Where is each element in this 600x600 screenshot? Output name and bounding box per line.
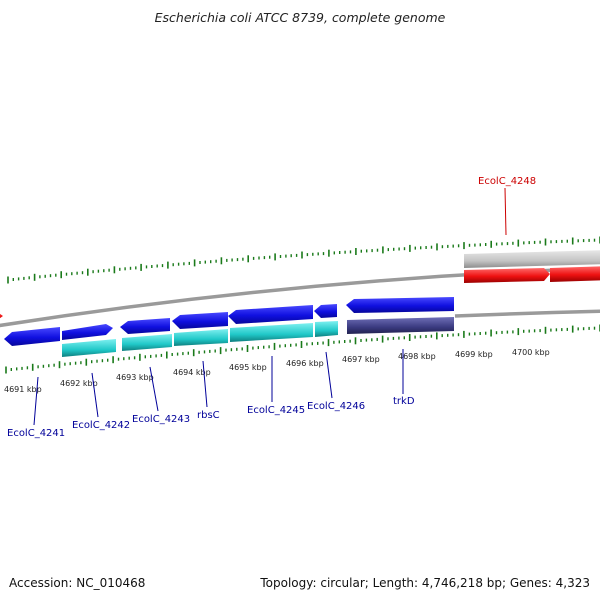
scale-label: 4700 kbp (512, 348, 550, 357)
upper-tick-ring (7, 236, 600, 284)
scale-label: 4691 kbp (4, 385, 42, 394)
gene-arrow-EcolC_4242[interactable] (62, 324, 113, 340)
leader-line-rbsC (202, 360, 208, 408)
gene-box-EcolC_4246-rev[interactable] (315, 321, 338, 337)
scale-label: 4696 kbp (286, 359, 324, 368)
leader-line-EcolC_4242 (91, 372, 99, 418)
gene-arrow-EcolC_4243[interactable] (120, 318, 170, 334)
map-title: Escherichia coli ATCC 8739, complete gen… (154, 10, 446, 25)
scale-label: 4694 kbp (173, 368, 211, 377)
gene-arrow-trkD[interactable] (346, 297, 454, 313)
gene-leader-lines (33, 187, 507, 426)
gene-arrow-EcolC_4245[interactable] (228, 305, 313, 324)
gene-label-trkD[interactable]: trkD (393, 396, 415, 407)
gene-label-EcolC_4246[interactable]: EcolC_4246 (307, 401, 365, 412)
gene-arrow-EcolC_4248[interactable] (464, 268, 550, 283)
gene-arrow-EcolC_4248-next[interactable] (550, 266, 600, 282)
leader-line-EcolC_4246 (325, 351, 333, 399)
gene-label-EcolC_4242[interactable]: EcolC_4242 (72, 420, 130, 431)
gene-box-EcolC_4242-rev[interactable] (62, 339, 116, 357)
gene-box-trkD-rev[interactable] (347, 317, 454, 334)
scale-label: 4699 kbp (455, 350, 493, 359)
topology-text: Topology: circular; Length: 4,746,218 bp… (260, 576, 590, 590)
scale-label: 4693 kbp (116, 373, 154, 382)
scale-label: 4695 kbp (229, 363, 267, 372)
gene-label-rbsC[interactable]: rbsC (197, 410, 220, 421)
lower-tick-ring (5, 324, 600, 374)
forward-strand-track (0, 297, 454, 346)
gene-box-neighbor-gray[interactable] (464, 250, 600, 268)
gene-label-EcolC_4245[interactable]: EcolC_4245 (247, 405, 305, 416)
backbone-arc-inner (454, 309, 600, 318)
gene-arrow-EcolC_4246[interactable] (314, 304, 337, 318)
reverse-strand-track (62, 317, 454, 357)
gene-arrow-rbsC[interactable] (172, 312, 228, 329)
scale-labels: 4691 kbp 4692 kbp 4693 kbp 4694 kbp 4695… (4, 348, 550, 394)
gene-box-EcolC_4243-rev[interactable] (122, 334, 172, 351)
leader-line-EcolC_4248 (504, 187, 507, 236)
gene-labels: EcolC_4241 EcolC_4242 EcolC_4243 rbsC Ec… (7, 176, 536, 439)
gene-label-EcolC_4241[interactable]: EcolC_4241 (7, 428, 65, 439)
gene-label-EcolC_4243[interactable]: EcolC_4243 (132, 414, 190, 425)
scale-label: 4697 kbp (342, 355, 380, 364)
scale-label: 4692 kbp (60, 379, 98, 388)
gene-label-EcolC_4248[interactable]: EcolC_4248 (478, 176, 536, 187)
gene-arrow-partial-left[interactable] (0, 311, 3, 321)
scale-label: 4698 kbp (398, 352, 436, 361)
accession-text: Accession: NC_010468 (9, 576, 146, 590)
gene-box-rbsC-rev[interactable] (174, 329, 228, 346)
leader-line-EcolC_4241 (33, 376, 39, 426)
gene-arrow-EcolC_4241[interactable] (4, 327, 60, 346)
leader-line-EcolC_4243 (149, 366, 159, 412)
gene-box-EcolC_4245-rev[interactable] (230, 323, 313, 342)
highlight-track (464, 250, 600, 283)
